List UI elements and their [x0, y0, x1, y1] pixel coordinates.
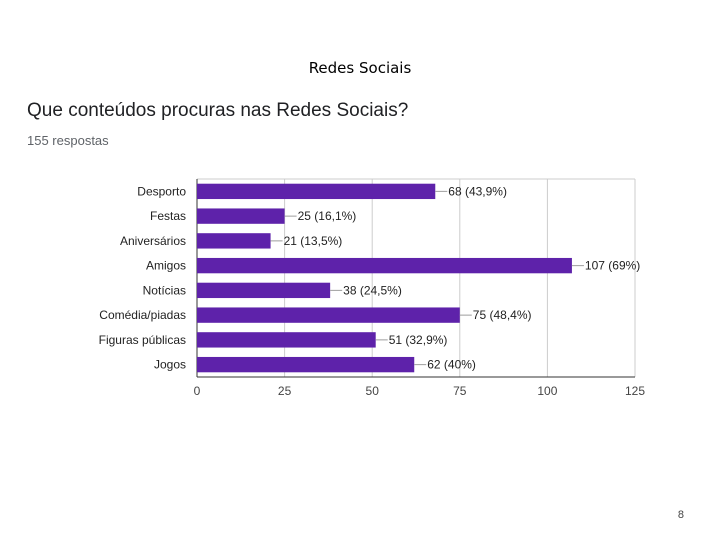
bar — [197, 257, 572, 274]
bar — [197, 208, 285, 224]
category-label: Festas — [150, 209, 186, 223]
bars — [197, 183, 572, 373]
category-label: Notícias — [143, 283, 186, 297]
category-label: Figuras públicas — [99, 333, 186, 347]
x-tick-label: 100 — [537, 384, 557, 398]
bar — [197, 356, 415, 373]
responses-count: 155 respostas — [27, 133, 109, 148]
data-label: 75 (48,4%) — [473, 308, 532, 322]
question-title: Que conteúdos procuras nas Redes Sociais… — [27, 100, 409, 121]
data-label: 25 (16,1%) — [298, 209, 357, 223]
category-label: Jogos — [154, 358, 186, 372]
bar — [197, 282, 331, 299]
x-tick-label: 25 — [278, 384, 292, 398]
category-label: Aniversários — [120, 234, 186, 248]
category-label: Comédia/piadas — [99, 308, 186, 322]
labels: 0 25 50 75 100 125 Desporto 68 (43,9%) Festas 25 … — [99, 184, 646, 398]
bar — [197, 233, 271, 249]
x-tick-label: 0 — [194, 384, 201, 398]
category-label: Desporto — [137, 184, 186, 198]
slide-title: Redes Sociais — [308, 59, 412, 77]
bar — [197, 332, 376, 348]
category-label: Amigos — [146, 259, 186, 273]
x-tick-label: 75 — [453, 384, 467, 398]
data-label: 107 (69%) — [585, 259, 640, 273]
data-label: 21 (13,5%) — [284, 234, 343, 248]
page-number: 8 — [677, 509, 684, 521]
bar — [197, 307, 460, 323]
data-label: 68 (43,9%) — [448, 184, 507, 198]
x-tick-label: 50 — [366, 384, 380, 398]
data-label: 38 (24,5%) — [343, 283, 402, 297]
data-label: 51 (32,9%) — [389, 333, 448, 347]
data-label: 62 (40%) — [427, 358, 476, 372]
grid-lines — [196, 178, 636, 378]
x-tick-label: 125 — [625, 384, 645, 398]
bar — [197, 183, 436, 200]
